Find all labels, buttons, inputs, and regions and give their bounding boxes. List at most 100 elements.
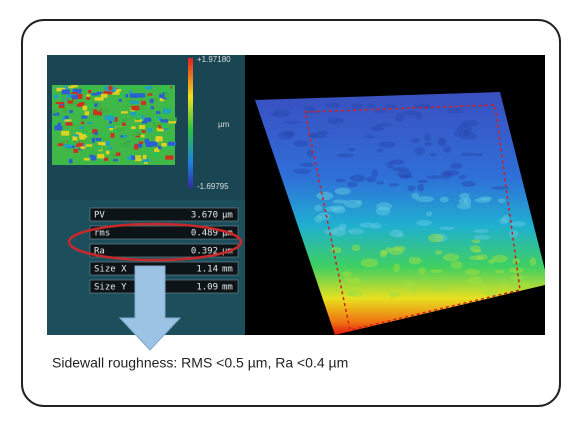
texture-blob [309, 133, 327, 139]
map-cell [57, 143, 64, 147]
map-cell [149, 123, 153, 128]
map-cell [144, 138, 150, 143]
map-cell [94, 97, 104, 101]
map-cell [96, 145, 102, 151]
texture-blob [425, 211, 433, 217]
map-cell [124, 141, 132, 146]
texture-blob [293, 140, 310, 147]
texture-blob [346, 289, 356, 297]
map-cell [159, 93, 167, 98]
texture-blob [378, 141, 396, 149]
map-cell [70, 92, 78, 96]
stat-unit: µm [222, 211, 233, 221]
texture-blob [334, 178, 346, 183]
map-cell [83, 158, 90, 161]
stat-unit: mm [222, 265, 233, 275]
map-cell [68, 142, 74, 145]
map-cell [167, 105, 171, 110]
map-cell [61, 116, 65, 121]
map-cell [137, 116, 142, 120]
texture-blob [458, 198, 468, 204]
map-cell [74, 134, 79, 137]
texture-blob [434, 284, 451, 290]
map-cell [80, 146, 85, 150]
map-cell [129, 93, 139, 98]
texture-blob [376, 202, 392, 211]
map-cell [91, 137, 95, 143]
map-cell [108, 85, 113, 91]
arrow [118, 265, 182, 351]
map-cell [63, 144, 73, 148]
map-cell [136, 105, 146, 110]
map-cell [79, 126, 85, 130]
map-cell [105, 150, 110, 155]
map-cell [95, 125, 101, 129]
texture-blob [480, 196, 493, 201]
texture-blob [529, 257, 537, 267]
map-cell [66, 86, 75, 89]
map-cell [134, 144, 139, 150]
texture-blob [411, 192, 420, 200]
map-cell [155, 111, 161, 114]
map-cell [115, 88, 121, 92]
texture-blob [376, 181, 385, 185]
map-cell [128, 85, 132, 89]
texture-blob [410, 288, 417, 292]
texture-blob [385, 247, 392, 252]
texture-blob [388, 183, 400, 187]
texture-blob [492, 254, 508, 263]
map-cell [97, 142, 106, 146]
map-cell [115, 127, 125, 132]
texture-blob [349, 174, 366, 182]
map-cell [59, 141, 65, 146]
map-cell [52, 108, 58, 114]
map-cell [165, 145, 174, 149]
caption: Sidewall roughness: RMS <0.5 µm, Ra <0.4… [52, 355, 348, 371]
map-cell [68, 103, 75, 107]
texture-blob [401, 110, 420, 116]
map-cell [109, 127, 114, 131]
texture-blob [347, 278, 361, 284]
map-cell [101, 93, 108, 98]
map-cell [155, 136, 163, 142]
texture-blob [473, 234, 491, 240]
texture-blob [317, 130, 330, 135]
map-cell [153, 121, 162, 126]
map-cell [64, 86, 69, 91]
texture-blob [518, 280, 532, 290]
map-cell [155, 116, 162, 121]
map-cell [113, 117, 118, 122]
map-cell [92, 114, 99, 118]
map-cell [101, 108, 108, 113]
map-cell [81, 134, 86, 140]
texture-blob [443, 253, 460, 262]
stat-value: 3.670 [191, 211, 218, 221]
map-cell [52, 121, 58, 126]
texture-blob [347, 147, 356, 152]
map-cell [107, 125, 115, 128]
map-cell [134, 158, 142, 162]
map-cell [131, 105, 140, 111]
map-cell [121, 111, 128, 114]
map-cell [131, 126, 136, 130]
texture-blob [423, 142, 433, 146]
map-cell [134, 143, 143, 148]
map-cell [62, 108, 68, 113]
map-cell [142, 158, 150, 163]
map-cell [81, 115, 88, 119]
map-cell [113, 101, 117, 107]
texture-blob [497, 198, 506, 204]
dashed-region [304, 104, 521, 331]
texture-blob [402, 280, 414, 285]
map-cell [93, 102, 99, 107]
map-cell [88, 103, 95, 108]
texture-blob [512, 285, 520, 290]
map-cell [85, 85, 91, 90]
map-cell [160, 119, 169, 123]
texture-blob [423, 133, 432, 143]
texture-blob [459, 174, 466, 180]
stat-value: 1.09 [196, 283, 218, 293]
map-cell [141, 121, 148, 124]
map-cell [134, 86, 140, 89]
